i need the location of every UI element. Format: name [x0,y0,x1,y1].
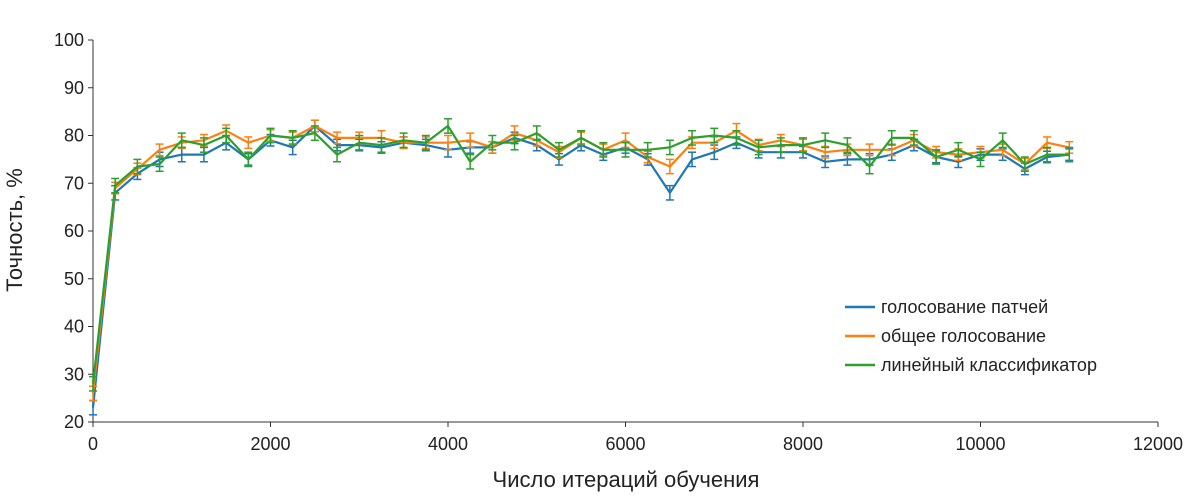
y-tick-label: 70 [64,173,84,193]
series-line [91,124,1070,394]
legend-label: голосование патчей [881,297,1048,317]
y-tick-label: 40 [64,317,84,337]
x-tick-label: 12000 [1133,434,1183,454]
legend: голосование патчей общее голосование линей… [845,297,1097,375]
x-tick-label: 10000 [955,434,1005,454]
y-tick-label: 20 [64,412,84,432]
y-tick-label: 60 [64,221,84,241]
series-3 [89,118,1074,392]
x-tick-label: 8000 [783,434,823,454]
y-tick-label: 100 [54,30,84,50]
legend-label: линейный классификатор [881,355,1097,375]
legend-item: общее голосование [845,326,1046,346]
x-tick-label: 0 [88,434,98,454]
plot-area [89,118,1074,416]
x-tick-label: 4000 [428,434,468,454]
axes: 20 30 40 50 60 70 80 90 100 0 2000 4000 6000 8000 1000… [54,30,1183,454]
series-line [91,124,1070,384]
x-tick-label: 2000 [250,434,290,454]
legend-item: линейный классификатор [845,355,1097,375]
x-tick-label: 6000 [605,434,645,454]
y-tick-label: 50 [64,269,84,289]
y-tick-label: 30 [64,364,84,384]
y-tick-label: 90 [64,78,84,98]
legend-label: общее голосование [881,326,1046,346]
y-axis-title: Точность, % [2,168,27,292]
y-tick-label: 80 [64,126,84,146]
legend-item: голосование патчей [845,297,1048,317]
x-axis-title: Число итераций обучения [493,467,760,492]
